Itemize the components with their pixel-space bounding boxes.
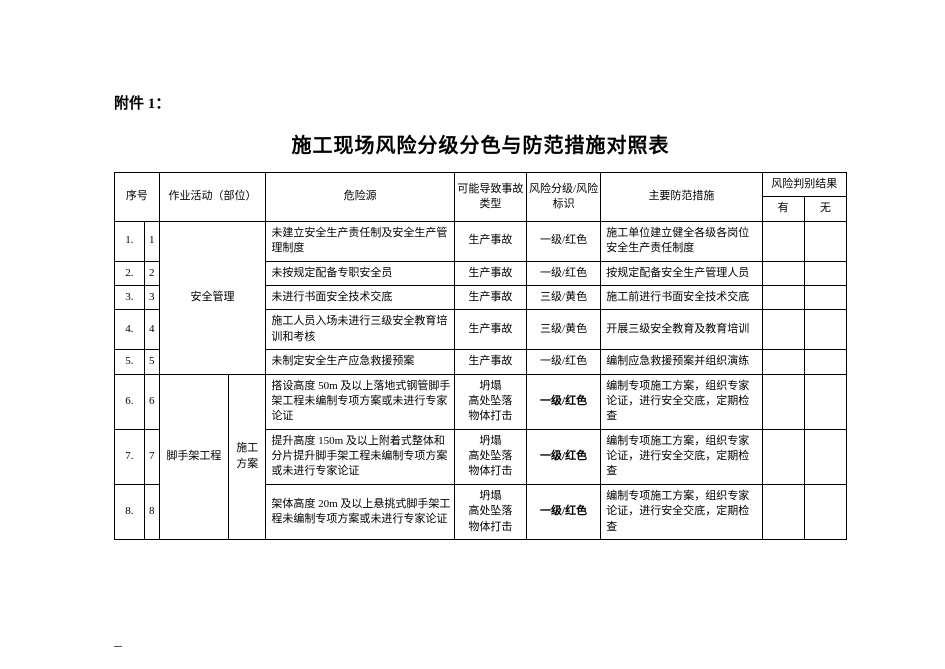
document-page: 附件 1： 施工现场风险分级分色与防范措施对照表 序号 作业活动（部位） 危险源… [0,0,945,560]
cell-result-you [762,350,804,374]
cell-seq: 5. [115,350,145,374]
cell-hazard: 未制定安全生产应急救援预案 [266,350,455,374]
cell-seq: 3. [115,285,145,309]
cell-accident: 生产事故 [454,221,526,261]
cell-subseq: 2 [144,261,159,285]
cell-result-you [762,374,804,429]
cell-hazard: 未进行书面安全技术交底 [266,285,455,309]
cell-accident: 生产事故 [454,261,526,285]
cell-result-wu [804,261,846,285]
cell-result-wu [804,429,846,484]
cell-result-you [762,310,804,350]
cell-risk: 三级/黄色 [526,285,600,309]
cell-result-you [762,221,804,261]
attachment-label: 附件 1： [114,92,847,113]
cell-subseq: 4 [144,310,159,350]
cell-seq: 6. [115,374,145,429]
cell-risk: 一级/红色 [526,261,600,285]
risk-table: 序号 作业活动（部位） 危险源 可能导致事故类型 风险分级/风险标识 主要防范措… [114,172,847,540]
cell-result-wu [804,350,846,374]
cell-result-you [762,285,804,309]
cell-result-you [762,429,804,484]
header-result: 风险判别结果 [762,173,846,197]
cell-measures: 按规定配备安全生产管理人员 [601,261,762,285]
footer-mark [114,635,122,647]
cell-seq: 2. [115,261,145,285]
cell-accident: 坍塌高处坠落物体打击 [454,429,526,484]
cell-activity: 安全管理 [159,221,266,374]
header-seq: 序号 [115,173,160,222]
cell-subactivity: 施工方案 [229,374,266,540]
cell-hazard: 施工人员入场未进行三级安全教育培训和考核 [266,310,455,350]
cell-risk: 一级/红色 [526,221,600,261]
cell-seq: 8. [115,484,145,539]
header-result-wu: 无 [804,197,846,221]
cell-measures: 编制应急救援预案并组织演练 [601,350,762,374]
cell-measures: 编制专项施工方案，组织专家论证，进行安全交底，定期检查 [601,484,762,539]
cell-risk: 一级/红色 [526,484,600,539]
cell-result-wu [804,285,846,309]
table-row: 1.1安全管理未建立安全生产责任制及安全生产管理制度生产事故一级/红色施工单位建… [115,221,847,261]
header-risk: 风险分级/风险标识 [526,173,600,222]
cell-hazard: 提升高度 150m 及以上附着式整体和分片提升脚手架工程未编制专项方案或未进行专… [266,429,455,484]
cell-measures: 施工前进行书面安全技术交底 [601,285,762,309]
cell-result-you [762,484,804,539]
cell-measures: 开展三级安全教育及教育培训 [601,310,762,350]
cell-risk: 一级/红色 [526,350,600,374]
header-measures: 主要防范措施 [601,173,762,222]
cell-accident: 生产事故 [454,285,526,309]
cell-result-wu [804,374,846,429]
header-result-you: 有 [762,197,804,221]
cell-hazard: 未按规定配备专职安全员 [266,261,455,285]
table-row: 6.6脚手架工程施工方案搭设高度 50m 及以上落地式钢管脚手架工程未编制专项方… [115,374,847,429]
header-accident: 可能导致事故类型 [454,173,526,222]
table-body: 1.1安全管理未建立安全生产责任制及安全生产管理制度生产事故一级/红色施工单位建… [115,221,847,539]
cell-subseq: 1 [144,221,159,261]
cell-risk: 一级/红色 [526,374,600,429]
cell-subseq: 3 [144,285,159,309]
cell-risk: 一级/红色 [526,429,600,484]
cell-result-wu [804,310,846,350]
table-header: 序号 作业活动（部位） 危险源 可能导致事故类型 风险分级/风险标识 主要防范措… [115,173,847,222]
cell-accident: 坍塌高处坠落物体打击 [454,484,526,539]
cell-seq: 7. [115,429,145,484]
cell-subseq: 6 [144,374,159,429]
cell-activity: 脚手架工程 [159,374,228,540]
cell-measures: 编制专项施工方案，组织专家论证，进行安全交底，定期检查 [601,429,762,484]
cell-accident: 生产事故 [454,310,526,350]
cell-measures: 编制专项施工方案，组织专家论证，进行安全交底，定期检查 [601,374,762,429]
cell-subseq: 8 [144,484,159,539]
cell-result-wu [804,221,846,261]
header-hazard: 危险源 [266,173,455,222]
cell-result-wu [804,484,846,539]
cell-risk: 三级/黄色 [526,310,600,350]
cell-seq: 4. [115,310,145,350]
cell-subseq: 7 [144,429,159,484]
cell-accident: 生产事故 [454,350,526,374]
cell-accident: 坍塌高处坠落物体打击 [454,374,526,429]
cell-subseq: 5 [144,350,159,374]
cell-measures: 施工单位建立健全各级各岗位安全生产责任制度 [601,221,762,261]
header-activity: 作业活动（部位） [159,173,266,222]
document-title: 施工现场风险分级分色与防范措施对照表 [114,129,847,158]
cell-hazard: 架体高度 20m 及以上悬挑式脚手架工程未编制专项方案或未进行专家论证 [266,484,455,539]
cell-hazard: 未建立安全生产责任制及安全生产管理制度 [266,221,455,261]
cell-result-you [762,261,804,285]
cell-hazard: 搭设高度 50m 及以上落地式钢管脚手架工程未编制专项方案或未进行专家论证 [266,374,455,429]
cell-seq: 1. [115,221,145,261]
